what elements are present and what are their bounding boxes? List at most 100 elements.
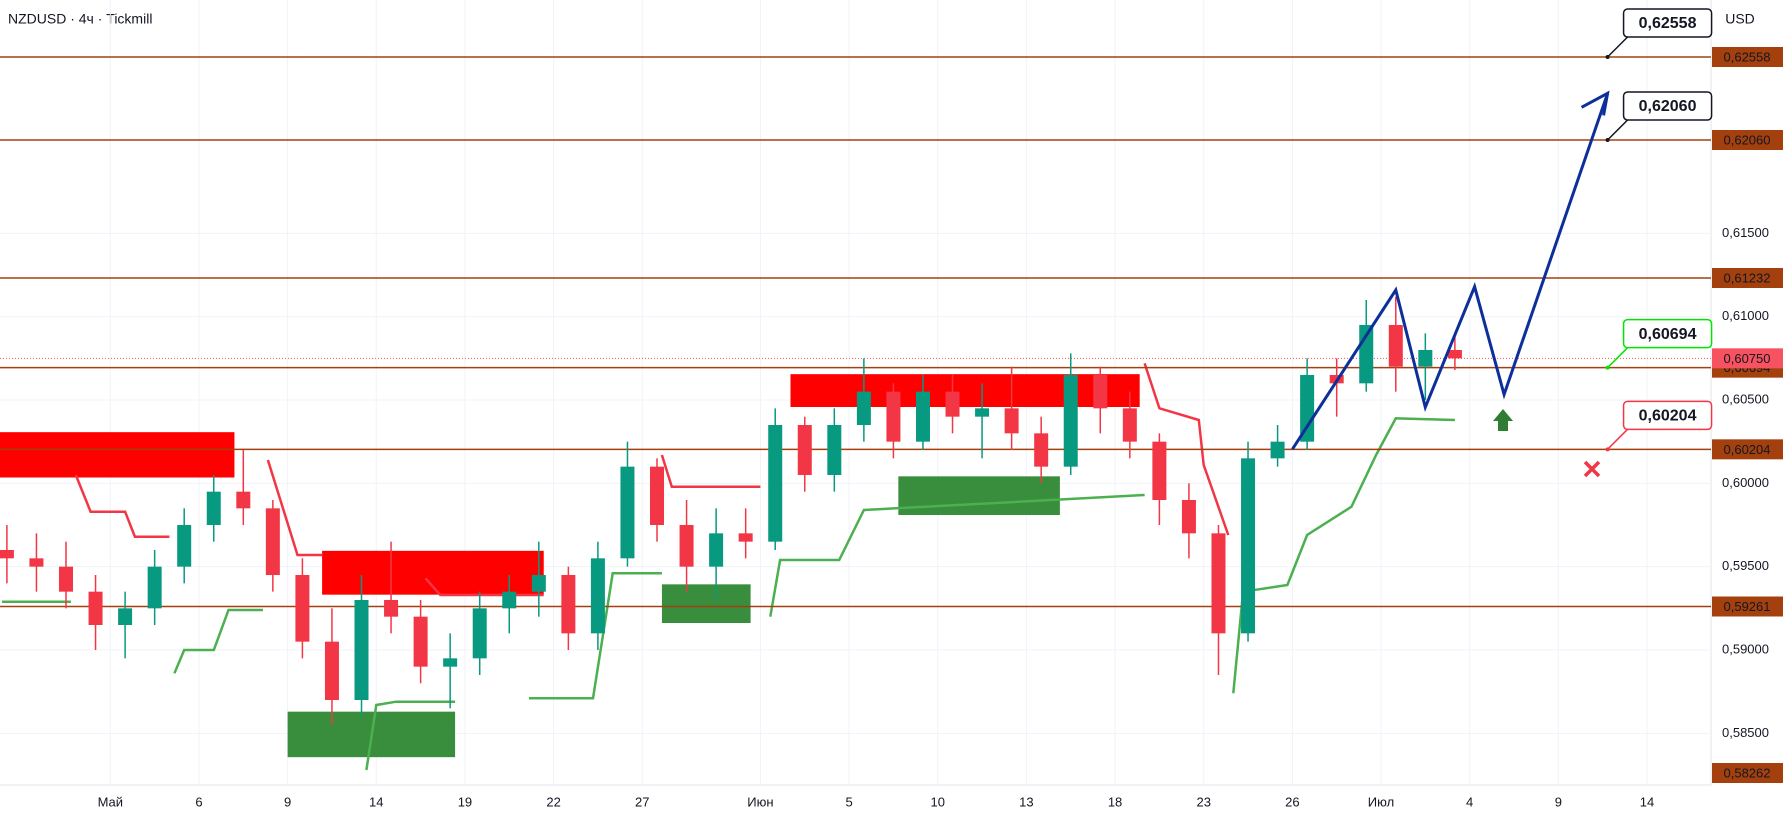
x-tick-label: Июл: [1368, 794, 1394, 809]
x-tick-label: 23: [1196, 794, 1210, 809]
y-tick-label: 0,59000: [1722, 641, 1769, 656]
x-tick-label: 19: [458, 794, 472, 809]
callout-box: [1622, 91, 1713, 121]
buy-arrow: [1493, 409, 1513, 431]
candle-body: [206, 491, 221, 525]
price-label-bg: [1712, 596, 1783, 617]
candle-body: [709, 533, 724, 567]
supertrend-line: [173, 608, 263, 674]
candle-body: [177, 525, 192, 567]
stop-cross: [1583, 460, 1601, 478]
price-label: 0,59261: [1724, 599, 1771, 614]
price-label: 0,60750: [1724, 351, 1771, 366]
candle-body: [0, 550, 14, 559]
x-tick-label: 4: [1466, 794, 1473, 809]
candle-body: [295, 575, 310, 642]
price-label-bg: [1712, 439, 1783, 460]
supertrend-line: [74, 474, 170, 538]
callout-box: [1622, 8, 1713, 38]
candle-body: [502, 591, 517, 609]
candle-body: [443, 658, 458, 667]
price-label-bg: [1712, 268, 1783, 288]
callout-pointer: [1607, 426, 1631, 450]
callout-label: 0,62558: [1639, 15, 1697, 32]
callout-label: 0,62060: [1639, 98, 1697, 115]
forecast-arrowhead: [1580, 90, 1610, 116]
candle-body: [384, 600, 399, 617]
candle-body: [1270, 441, 1285, 459]
candle-body: [1388, 325, 1403, 367]
candle-body: [236, 491, 251, 509]
price-label: 0,60204: [1724, 442, 1771, 457]
candle-body: [1241, 458, 1256, 634]
candle-body: [1004, 408, 1019, 434]
candle-body: [679, 525, 694, 567]
candle-body: [561, 575, 576, 634]
price-label: 0,62060: [1724, 132, 1771, 147]
candle-body: [1300, 375, 1315, 442]
candle-body: [1093, 375, 1108, 409]
candle-body: [738, 533, 753, 542]
y-tick-label: 0,61000: [1722, 308, 1769, 323]
x-tick-label: 26: [1285, 794, 1299, 809]
x-tick-label: 9: [1555, 794, 1562, 809]
candle-body: [975, 408, 990, 417]
candle-body: [147, 566, 162, 609]
callout-anchor: [1605, 55, 1610, 59]
callout-pointer: [1607, 117, 1631, 141]
candle-body: [856, 391, 871, 425]
x-tick-label: 10: [931, 794, 945, 809]
y-tick-label: 0,61500: [1722, 225, 1769, 240]
candle-body: [1181, 500, 1196, 534]
price-label: 0,62558: [1724, 49, 1771, 64]
candle-body: [1063, 375, 1078, 467]
candle-body: [1211, 533, 1226, 634]
candle-body: [118, 608, 133, 625]
candle-body: [1418, 350, 1433, 367]
candle-body: [354, 600, 369, 700]
candle-body: [531, 575, 546, 592]
x-tick-label: 14: [1640, 794, 1654, 809]
price-label-bg: [1712, 47, 1783, 67]
candle-body: [324, 641, 339, 700]
zone: [898, 476, 1060, 515]
candle-body: [88, 591, 103, 625]
x-tick-label: 5: [845, 794, 852, 809]
candle-body: [472, 608, 487, 659]
forecast-line: [1291, 92, 1610, 451]
price-label: 0,61232: [1724, 270, 1771, 285]
chart-title: NZDUSD · 4ч · Tickmill: [8, 11, 152, 27]
x-tick-label: 6: [195, 794, 202, 809]
x-tick-label: 22: [546, 794, 560, 809]
candle-body: [590, 558, 605, 634]
candle-body: [827, 425, 842, 475]
supertrend-line: [660, 454, 761, 488]
callout-label: 0,60204: [1639, 408, 1697, 425]
x-tick-label: 14: [369, 794, 383, 809]
callout-box: [1622, 318, 1713, 349]
candle-body: [29, 558, 44, 567]
y-tick-label: 0,58500: [1722, 725, 1769, 740]
currency: USD: [1725, 11, 1755, 27]
candle-body: [915, 391, 930, 442]
candle-body: [1034, 433, 1049, 467]
candle-body: [1152, 441, 1167, 500]
callout-anchor: [1605, 447, 1610, 452]
y-tick-label: 0,60000: [1722, 475, 1769, 490]
candle-body: [650, 466, 665, 525]
callout-anchor: [1605, 138, 1610, 142]
candle-body: [945, 391, 960, 417]
candle-body: [768, 425, 783, 542]
candle-body: [1122, 408, 1137, 442]
supertrend-line: [1143, 362, 1230, 536]
supertrend-line: [266, 459, 323, 557]
zone: [0, 432, 235, 478]
zone: [790, 374, 1140, 407]
x-tick-label: 13: [1019, 794, 1033, 809]
callout-box: [1622, 400, 1713, 431]
y-tick-label: 0,60500: [1722, 391, 1769, 406]
candle-body: [797, 425, 812, 475]
supertrend-line: [769, 493, 1145, 617]
